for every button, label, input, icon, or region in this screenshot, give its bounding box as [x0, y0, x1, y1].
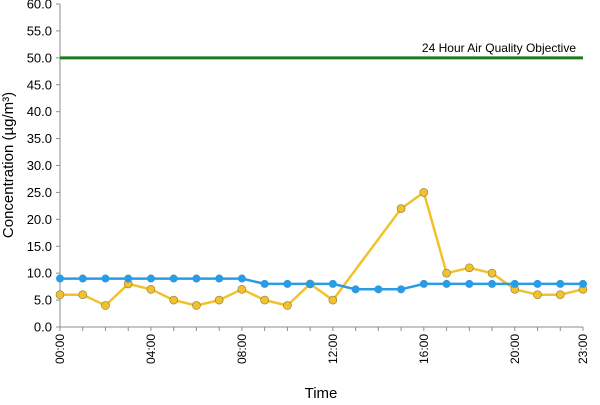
- x-axis-title: Time: [305, 385, 338, 400]
- series-1-line: [60, 191, 584, 307]
- series-2-point: [192, 274, 201, 283]
- series-2-point: [101, 274, 110, 283]
- series-2-point: [556, 279, 565, 288]
- series-2-point: [306, 279, 315, 288]
- series-1-point: [192, 301, 201, 310]
- series-1-point: [328, 295, 338, 305]
- series-1-point: [237, 285, 247, 294]
- series-2-point: [56, 274, 64, 283]
- series-1-point: [487, 268, 497, 278]
- x-tick-label: 20:00: [508, 334, 522, 364]
- series-2-point: [169, 274, 178, 283]
- reference-line-group: 24 Hour Air Quality Objective: [60, 41, 583, 60]
- series-1-point: [78, 290, 88, 300]
- reference-line-label: 24 Hour Air Quality Objective: [422, 41, 576, 55]
- series-2-point: [419, 279, 428, 288]
- series-1-point: [101, 301, 110, 310]
- x-tick-label: 04:00: [144, 334, 158, 364]
- series-1-point: [214, 295, 224, 305]
- axes: 0.0 5.0 10.0 15.0 20.0 25.0 30.0 35.0 40.0 45.0 50…: [27, 0, 590, 364]
- series-2: [56, 274, 587, 294]
- y-tick-label: 60.0: [27, 0, 52, 12]
- y-tick-label: 50.0: [27, 50, 52, 65]
- series-1-point: [260, 295, 269, 305]
- y-tick-label: 5.0: [34, 293, 52, 308]
- series-group: [55, 188, 588, 310]
- y-axis-title: Concentration (µg/m³): [0, 92, 17, 238]
- series-1-point: [555, 290, 565, 300]
- series-1-point: [442, 268, 451, 278]
- y-tick-label: 15.0: [27, 239, 52, 254]
- series-2-point: [78, 274, 87, 283]
- x-tick-label: 12:00: [326, 334, 340, 364]
- y-tick-label: 40.0: [27, 104, 52, 119]
- series-2-point: [465, 279, 474, 288]
- y-tick-label: 35.0: [27, 131, 52, 146]
- series-2-point: [488, 279, 497, 288]
- series-2-point: [124, 274, 133, 283]
- y-tick-label: 0.0: [34, 320, 52, 335]
- series-2-point: [579, 279, 587, 288]
- series-1-point: [55, 290, 65, 300]
- series-2-point: [283, 279, 292, 288]
- y-tick-label: 30.0: [27, 158, 52, 173]
- series-2-point: [510, 279, 519, 288]
- series-1: [55, 188, 588, 310]
- series-2-point: [351, 285, 360, 294]
- series-2-point: [533, 279, 542, 288]
- series-1-point: [146, 285, 156, 294]
- series-1-point: [169, 295, 178, 305]
- x-tick-label: 00:00: [53, 334, 67, 364]
- series-1-point: [465, 263, 474, 273]
- y-tick-label: 20.0: [27, 212, 52, 227]
- y-tick-label: 45.0: [27, 77, 52, 92]
- series-2-point: [237, 274, 246, 283]
- series-2-point: [374, 285, 383, 294]
- series-1-point: [283, 301, 292, 310]
- y-tick-label: 55.0: [27, 23, 52, 38]
- x-tick-label: 08:00: [235, 334, 249, 364]
- series-2-point: [146, 274, 155, 283]
- x-tick-label: 23:00: [576, 334, 590, 364]
- series-2-line: [60, 277, 583, 291]
- series-2-point: [215, 274, 224, 283]
- series-2-point: [260, 279, 269, 288]
- series-1-point: [533, 290, 542, 300]
- y-tick-label: 25.0: [27, 185, 52, 200]
- x-tick-label: 16:00: [417, 334, 431, 364]
- series-1-point: [396, 204, 406, 213]
- series-2-point: [328, 279, 337, 288]
- series-1-point: [419, 188, 429, 197]
- y-tick-label: 10.0: [27, 266, 52, 281]
- series-2-point: [442, 279, 451, 288]
- series-2-point: [397, 285, 406, 294]
